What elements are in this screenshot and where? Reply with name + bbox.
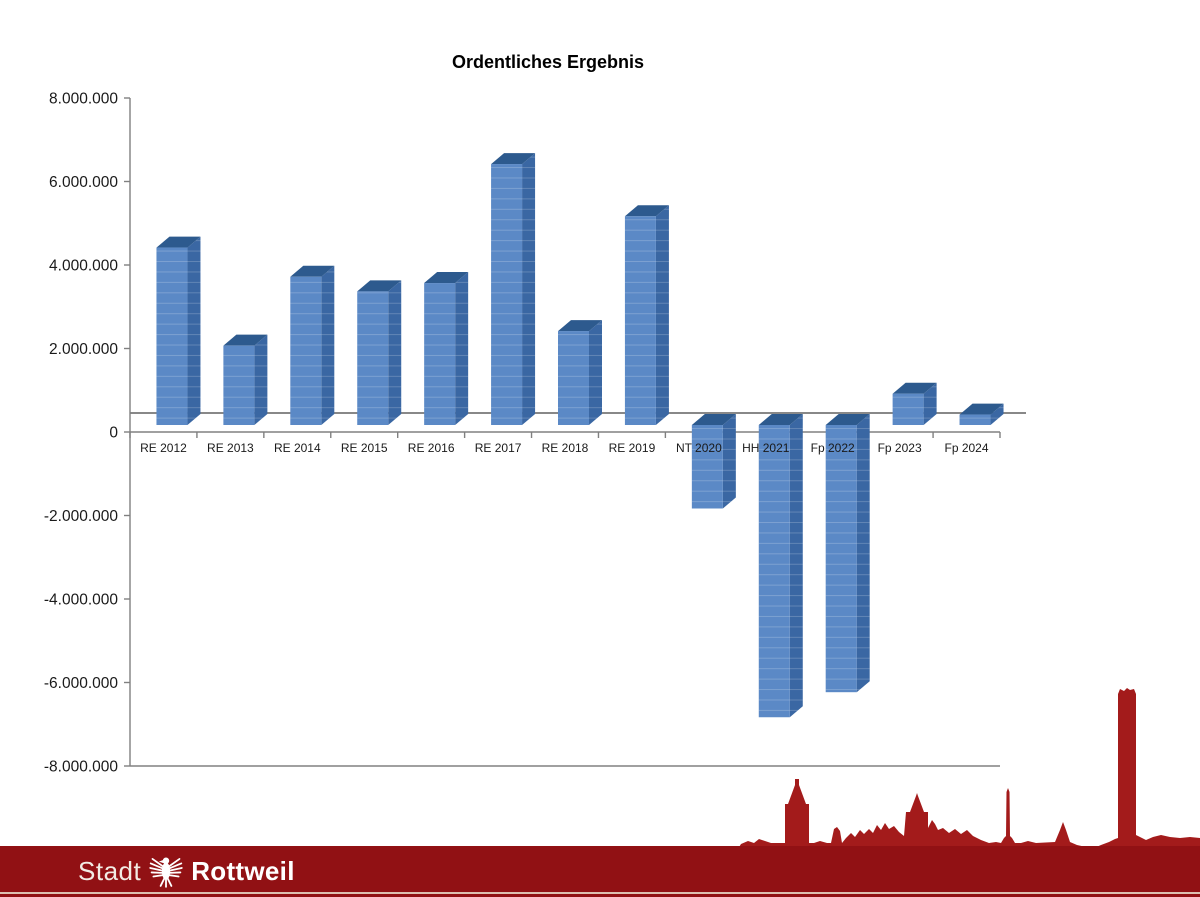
bar-side-shading (321, 265, 335, 425)
bar-nt-2020 (691, 414, 736, 509)
bar-side-shading (187, 236, 201, 425)
bar-fp-2024 (959, 403, 1004, 425)
bar-fp-2022 (825, 414, 870, 693)
bar-side-shading (522, 153, 536, 425)
bar-front-shading (558, 331, 589, 425)
bar-front-shading (691, 425, 723, 509)
bar-front-shading (424, 283, 456, 425)
y-axis-labels: 8.000.000 6.000.000 4.000.000 2.000.000 0 -2.… (44, 91, 119, 776)
bar-top-face (558, 320, 602, 332)
bar-re-2014 (290, 265, 335, 425)
bar-re-2017 (491, 153, 536, 425)
x-tick-label: Fp 2024 (945, 441, 989, 455)
brand-prefix: Stadt (78, 856, 142, 886)
x-tick-label: RE 2016 (408, 441, 455, 455)
brand-name: Rottweil (191, 856, 295, 886)
x-tick-label: RE 2019 (609, 441, 656, 455)
footer-brand: Stadt Rottweil (0, 846, 295, 897)
bar-fp-2023 (892, 382, 937, 425)
bar-top-face (491, 153, 536, 165)
bar-re-2018 (558, 320, 602, 425)
x-tick-label: RE 2015 (341, 441, 388, 455)
bar-series (156, 153, 1004, 718)
bar-top-face (290, 265, 335, 277)
bar-front-shading (892, 393, 924, 425)
bar-front-shading (156, 247, 188, 425)
bar-front-shading (290, 276, 322, 425)
x-axis-labels: RE 2012 RE 2013 RE 2014 RE 2015 RE 2016 RE 20… (140, 441, 989, 455)
bar-top-face (691, 414, 736, 425)
bar-front-shading (825, 425, 857, 693)
bar-re-2013 (223, 334, 268, 425)
bar-side-shading (388, 280, 402, 425)
bar-front-shading (758, 425, 790, 718)
bar-re-2012 (156, 236, 201, 425)
x-tick-label: Fp 2022 (811, 441, 855, 455)
footer-bar: Stadt Rottweil (0, 846, 1200, 897)
bar-side-shading (722, 414, 736, 509)
bar-top-face (357, 280, 402, 292)
rottweil-skyline-silhouette (736, 688, 1200, 897)
bar-top-face (892, 382, 937, 394)
footer-accent-line (0, 892, 1200, 894)
y-tick-label: -8.000.000 (44, 759, 118, 776)
rottweil-eagle-icon (149, 857, 183, 888)
bar-top-face (156, 236, 201, 248)
bar-top-face (223, 334, 268, 346)
bar-side-shading (589, 320, 602, 425)
y-tick-label: -2.000.000 (44, 508, 118, 525)
y-tick-label: -4.000.000 (44, 592, 118, 609)
y-tick-label: 2.000.000 (49, 341, 118, 358)
bar-top-face (758, 414, 803, 425)
x-tick-label: RE 2018 (542, 441, 589, 455)
bar-re-2019 (624, 205, 669, 425)
bar-front-shading (624, 216, 656, 425)
bar-top-face (624, 205, 669, 217)
bar-top-face (959, 403, 1004, 415)
bar-front-shading (357, 291, 389, 425)
bar-side-shading (990, 403, 1004, 425)
x-tick-label: RE 2014 (274, 441, 321, 455)
bar-hh-2021 (758, 414, 803, 718)
bar-front-shading (223, 345, 255, 425)
x-tick-label: Fp 2023 (878, 441, 922, 455)
x-tick-label: RE 2013 (207, 441, 254, 455)
bar-top-face (424, 272, 469, 284)
bar-front-shading (959, 414, 991, 425)
bar-top-face (825, 414, 870, 425)
bar-re-2016 (424, 272, 469, 425)
y-tick-label: 0 (109, 425, 118, 442)
y-tick-label: 8.000.000 (49, 91, 118, 108)
axes (124, 97, 1026, 767)
chart-title: Ordentliches Ergebnis (452, 52, 644, 72)
footer-background (0, 846, 1200, 897)
y-tick-label: -6.000.000 (44, 675, 118, 692)
x-tick-label: RE 2012 (140, 441, 187, 455)
bar-side-shading (856, 414, 870, 693)
bar-side-shading (655, 205, 669, 425)
bar-side-shading (254, 334, 268, 425)
bar-front-shading (491, 164, 523, 425)
bar-re-2015 (357, 280, 402, 425)
x-tick-label: NT 2020 (676, 441, 722, 455)
x-tick-label: RE 2017 (475, 441, 522, 455)
x-tick-label: HH 2021 (742, 441, 790, 455)
bar-side-shading (455, 272, 469, 425)
bar-side-shading (923, 382, 937, 425)
y-tick-label: 6.000.000 (49, 174, 118, 191)
bar-side-shading (789, 414, 803, 718)
y-tick-label: 4.000.000 (49, 258, 118, 275)
